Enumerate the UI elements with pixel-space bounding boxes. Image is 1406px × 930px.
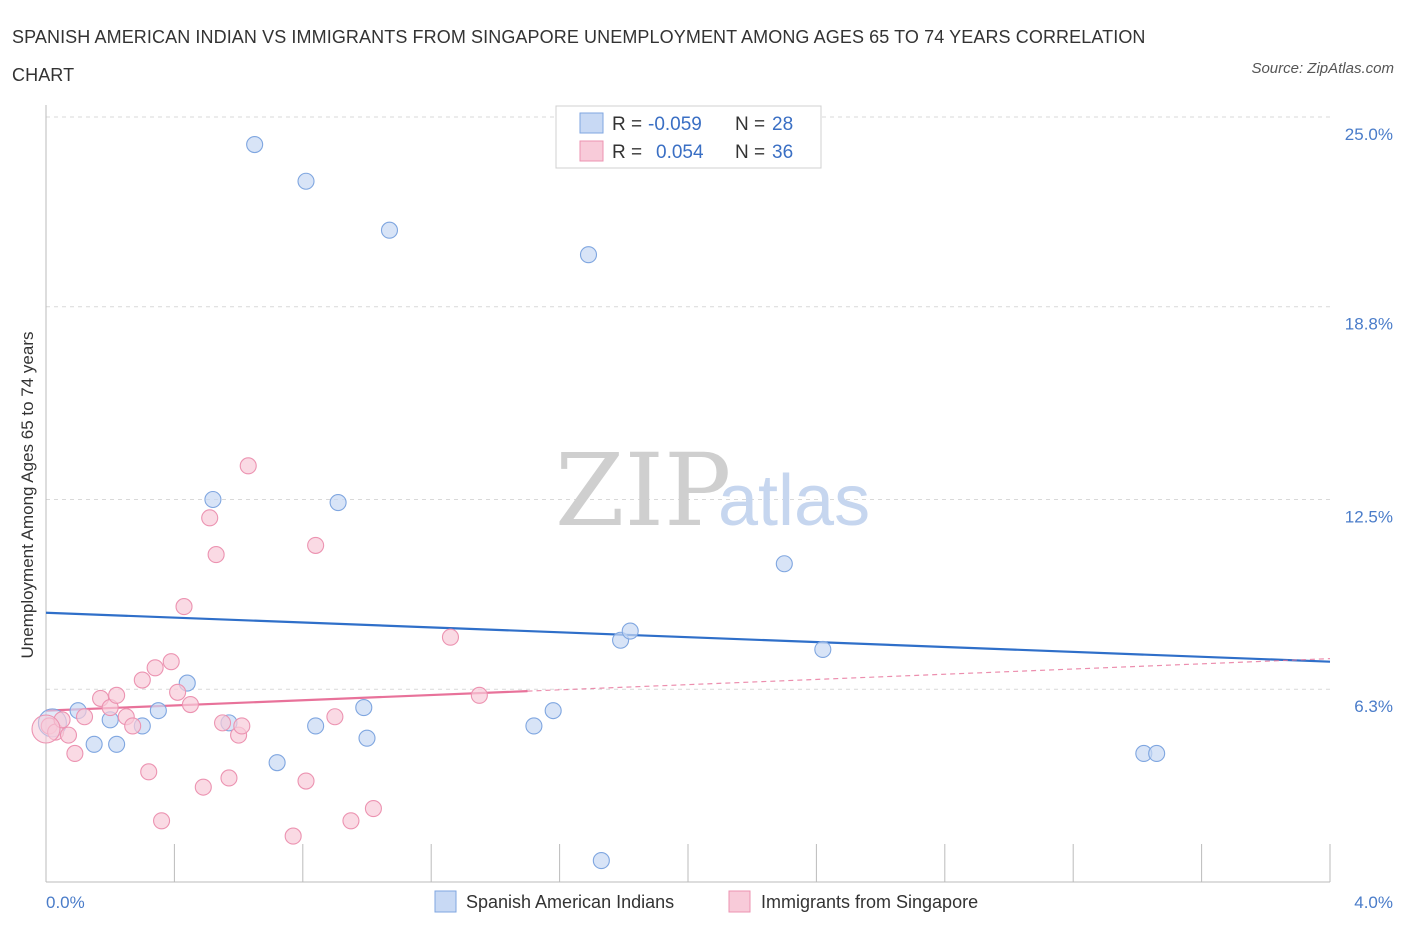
point-pink-16[interactable]: [169, 683, 187, 701]
watermark-zip: ZIP: [555, 432, 731, 549]
point-blue-12[interactable]: [297, 172, 315, 190]
point-blue-27[interactable]: [1148, 744, 1166, 763]
stats-pink-n-label: N =: [735, 142, 765, 163]
legend-blue-label[interactable]: Spanish American Indians: [466, 892, 674, 912]
point-blue-11[interactable]: [268, 754, 286, 772]
point-blue-15[interactable]: [355, 699, 373, 717]
point-pink-19[interactable]: [194, 778, 212, 796]
watermark: ZIP atlas: [555, 432, 870, 549]
y-tick-label-0: 6.3%: [1354, 697, 1393, 716]
x-tick-min: 0.0%: [46, 893, 85, 912]
y-axis-label: Unemployment Among Ages 65 to 74 years: [18, 332, 37, 659]
point-pink-20[interactable]: [201, 509, 219, 527]
stats-pink-r-value: 0.054: [656, 142, 704, 163]
trend-line-blue: [45, 611, 1331, 663]
point-pink-11[interactable]: [133, 671, 151, 689]
legend-pink-swatch[interactable]: [728, 890, 751, 913]
legend: Spanish American Indians Immigrants from…: [434, 890, 978, 913]
trend-lines: [45, 611, 1331, 712]
y-tick-labels: 6.3% 12.5% 18.8% 25.0%: [1345, 125, 1393, 716]
chart-title: SPANISH AMERICAN INDIAN VS IMMIGRANTS FR…: [12, 27, 1146, 85]
stats-blue-r-value: -0.059: [648, 114, 702, 135]
point-pink-8[interactable]: [108, 686, 126, 704]
point-blue-18[interactable]: [525, 717, 543, 735]
stats-pink-n-value: 36: [772, 142, 793, 163]
point-pink-14[interactable]: [153, 812, 171, 830]
point-blue-21[interactable]: [592, 852, 610, 870]
point-pink-32[interactable]: [364, 800, 382, 818]
point-pink-13[interactable]: [146, 659, 164, 677]
point-pink-35[interactable]: [31, 714, 61, 744]
data-points: [31, 135, 1166, 870]
point-pink-21[interactable]: [207, 546, 225, 564]
point-blue-19[interactable]: [544, 702, 562, 720]
point-pink-27[interactable]: [284, 827, 302, 845]
stats-blue-swatch: [579, 112, 604, 134]
y-tick-label-2: 18.8%: [1345, 315, 1393, 334]
axes: [45, 105, 1331, 883]
point-blue-13[interactable]: [307, 717, 325, 735]
grid-lines: [46, 116, 1330, 690]
trend-line-pink: [45, 690, 528, 712]
point-blue-16[interactable]: [358, 729, 376, 747]
point-pink-22[interactable]: [214, 714, 232, 732]
point-pink-4[interactable]: [66, 744, 84, 763]
legend-pink-label[interactable]: Immigrants from Singapore: [761, 892, 978, 912]
point-pink-28[interactable]: [297, 772, 315, 790]
point-blue-2[interactable]: [85, 735, 103, 753]
y-tick-label-1: 12.5%: [1345, 508, 1393, 527]
source-credit: Source: ZipAtlas.com: [1251, 60, 1394, 77]
stats-pink-r-label: R =: [612, 142, 642, 163]
trend-line-pink-extension: [527, 658, 1331, 692]
point-pink-3[interactable]: [59, 726, 78, 744]
stats-box: R = -0.059 N = 28 R = 0.054 N = 36: [555, 105, 822, 169]
watermark-atlas: atlas: [718, 461, 870, 541]
point-pink-23[interactable]: [220, 769, 238, 787]
point-pink-33[interactable]: [441, 628, 460, 646]
point-pink-29[interactable]: [307, 536, 325, 554]
stats-pink-swatch: [579, 140, 604, 162]
point-pink-31[interactable]: [342, 812, 360, 830]
point-blue-4[interactable]: [108, 735, 126, 753]
point-blue-17[interactable]: [380, 221, 399, 239]
point-blue-23[interactable]: [621, 622, 639, 640]
point-pink-15[interactable]: [162, 653, 180, 671]
point-pink-10[interactable]: [124, 717, 142, 735]
point-blue-14[interactable]: [329, 494, 347, 512]
point-blue-10[interactable]: [246, 135, 264, 154]
point-blue-8[interactable]: [204, 490, 222, 509]
point-blue-6[interactable]: [149, 702, 167, 720]
point-pink-26[interactable]: [239, 457, 257, 475]
point-blue-25[interactable]: [814, 640, 832, 658]
point-blue-24[interactable]: [775, 555, 793, 573]
point-pink-34[interactable]: [470, 686, 488, 704]
stats-blue-r-label: R =: [612, 114, 642, 135]
point-pink-12[interactable]: [140, 763, 158, 781]
y-tick-label-3: 25.0%: [1345, 125, 1393, 144]
point-pink-17[interactable]: [175, 598, 193, 616]
point-pink-25[interactable]: [233, 717, 251, 735]
legend-blue-swatch[interactable]: [434, 890, 457, 913]
point-pink-18[interactable]: [181, 695, 199, 714]
x-tick-max: 4.0%: [1354, 893, 1393, 912]
stats-blue-n-label: N =: [735, 114, 765, 135]
point-blue-20[interactable]: [579, 246, 598, 264]
stats-blue-n-value: 28: [772, 114, 793, 135]
point-pink-30[interactable]: [326, 708, 344, 726]
point-pink-5[interactable]: [75, 708, 94, 726]
